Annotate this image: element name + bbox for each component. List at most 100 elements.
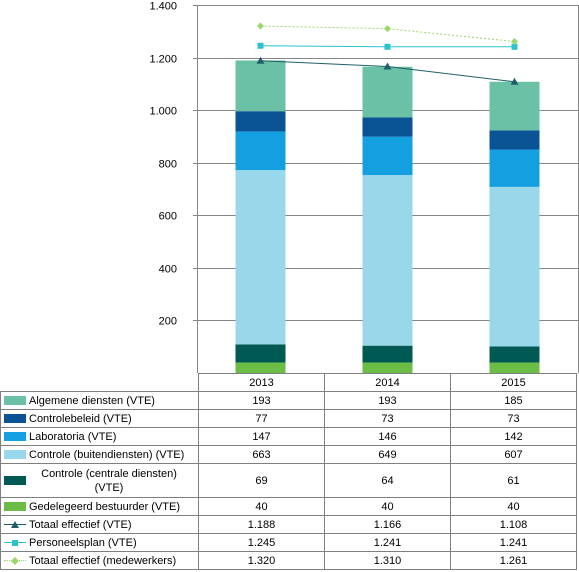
series-name: Personeelsplan (VTE)	[29, 536, 137, 549]
table-cell: 1.245	[198, 533, 325, 552]
legend-swatch	[4, 414, 26, 424]
bar-segment	[362, 66, 413, 118]
table-cell: 1.188	[198, 515, 325, 534]
table-row: Controle (buitendiensten) (VTE) 663 649 607	[0, 445, 577, 464]
bar-segment	[489, 186, 540, 347]
table-row: Gedelegeerd bestuurder (VTE) 40 40 40	[0, 497, 577, 516]
table-corner	[0, 373, 199, 392]
bar-segment	[362, 175, 413, 346]
y-axis: - 200 400 600 800 1.000 1.200 1.400	[149, 1, 579, 374]
legend-entry: Laboratoria (VTE)	[0, 427, 199, 446]
table-cell: 142	[450, 427, 577, 446]
series-name: Controle (buitendiensten) (VTE)	[29, 448, 185, 461]
data-table: 2013 2014 2015 Algemene diensten (VTE) 193 19…	[0, 373, 577, 570]
y-tick-label: 800	[159, 159, 177, 171]
table-column-header: 2013	[198, 373, 325, 392]
chart: - 200 400 600 800 1.000 1.200 1.400	[149, 1, 579, 374]
table-cell: 40	[198, 497, 325, 516]
table-cell: 77	[198, 409, 325, 428]
bar-segment	[489, 362, 540, 373]
legend-swatch	[4, 502, 26, 512]
legend-entry: Totaal effectief (medewerkers)	[0, 551, 199, 570]
legend-swatch	[4, 396, 26, 406]
y-tick-label: 600	[159, 211, 177, 223]
bar-segment	[235, 362, 286, 373]
table-row: Controlebeleid (VTE) 77 73 73	[0, 409, 577, 428]
series-line	[260, 25, 515, 43]
y-tick-label: 1.400	[149, 1, 177, 13]
data-point	[257, 42, 264, 49]
series-name: Controlebeleid (VTE)	[29, 412, 132, 425]
bar-segment	[235, 344, 286, 363]
legend-swatch	[4, 450, 26, 460]
table-header-row: 2013 2014 2015	[0, 373, 577, 392]
bar-segment	[362, 117, 413, 137]
table-cell: 193	[198, 391, 325, 410]
line-series	[256, 22, 519, 85]
y-tick-label: 400	[159, 264, 177, 276]
y-tick-label: 1.000	[149, 106, 177, 118]
table-cell: 1.241	[450, 533, 577, 552]
series-name: Totaal effectief (medewerkers)	[29, 554, 177, 567]
series-name: Gedelegeerd bestuurder (VTE)	[29, 500, 181, 513]
stacked-bars	[235, 60, 540, 373]
bar-segment	[489, 81, 540, 131]
table-cell: 1.261	[450, 551, 577, 570]
data-point	[510, 77, 519, 85]
table-cell: 649	[324, 445, 451, 464]
legend-entry: Personeelsplan (VTE)	[0, 533, 199, 552]
bar-segment	[489, 149, 540, 187]
table-cell: 193	[324, 391, 451, 410]
table-row: Algemene diensten (VTE) 193 193 185	[0, 391, 577, 410]
table-cell: 146	[324, 427, 451, 446]
data-point	[256, 56, 265, 64]
table-cell: 64	[324, 463, 451, 498]
data-point	[511, 38, 518, 46]
table-row: Totaal effectief (medewerkers) 1.320 1.310…	[0, 551, 577, 570]
table-column-header: 2014	[324, 373, 451, 392]
data-point	[511, 43, 518, 50]
legend-entry: Totaal effectief (VTE)	[0, 515, 199, 534]
data-point	[384, 43, 391, 50]
legend-line-marker	[4, 556, 26, 566]
table-cell: 663	[198, 445, 325, 464]
y-tick-label: -	[173, 369, 177, 374]
bar-segment	[235, 131, 286, 171]
bar-segment	[235, 170, 286, 345]
table-row: Totaal effectief (VTE) 1.188 1.166 1.108	[0, 515, 577, 534]
table-row: Controle (centrale diensten) (VTE) 69 64 61	[0, 463, 577, 498]
legend-entry: Controle (buitendiensten) (VTE)	[0, 445, 199, 464]
legend-entry: Controle (centrale diensten) (VTE)	[0, 463, 199, 498]
table-cell: 61	[450, 463, 577, 498]
y-tick-label: 1.200	[149, 54, 177, 66]
table-cell: 185	[450, 391, 577, 410]
table-cell: 73	[324, 409, 451, 428]
legend-swatch	[4, 432, 26, 442]
bar-segment	[362, 345, 413, 363]
table-cell: 147	[198, 427, 325, 446]
table-column-header: 2015	[450, 373, 577, 392]
table-cell: 607	[450, 445, 577, 464]
table-row: Personeelsplan (VTE) 1.245 1.241 1.241	[0, 533, 577, 552]
bar-segment	[489, 346, 540, 363]
data-point	[384, 25, 391, 33]
table-cell: 1.320	[198, 551, 325, 570]
series-name: Algemene diensten (VTE)	[29, 394, 155, 407]
legend-entry: Gedelegeerd bestuurder (VTE)	[0, 497, 199, 516]
table-cell: 1.310	[324, 551, 451, 570]
table-row: Laboratoria (VTE) 147 146 142	[0, 427, 577, 446]
series-name: Totaal effectief (VTE)	[29, 518, 132, 531]
series-name: Controle (centrale diensten) (VTE)	[41, 467, 177, 494]
bar-segment	[489, 130, 540, 150]
series-name: Laboratoria (VTE)	[29, 430, 117, 443]
bar-segment	[235, 111, 286, 132]
table-cell: 40	[450, 497, 577, 516]
legend-line-marker	[4, 538, 26, 548]
data-point	[257, 22, 264, 30]
table-cell: 40	[324, 497, 451, 516]
table-cell: 1.108	[450, 515, 577, 534]
y-tick-label: 200	[159, 316, 177, 328]
legend-entry: Algemene diensten (VTE)	[0, 391, 199, 410]
table-cell: 1.241	[324, 533, 451, 552]
bar-segment	[235, 60, 286, 112]
